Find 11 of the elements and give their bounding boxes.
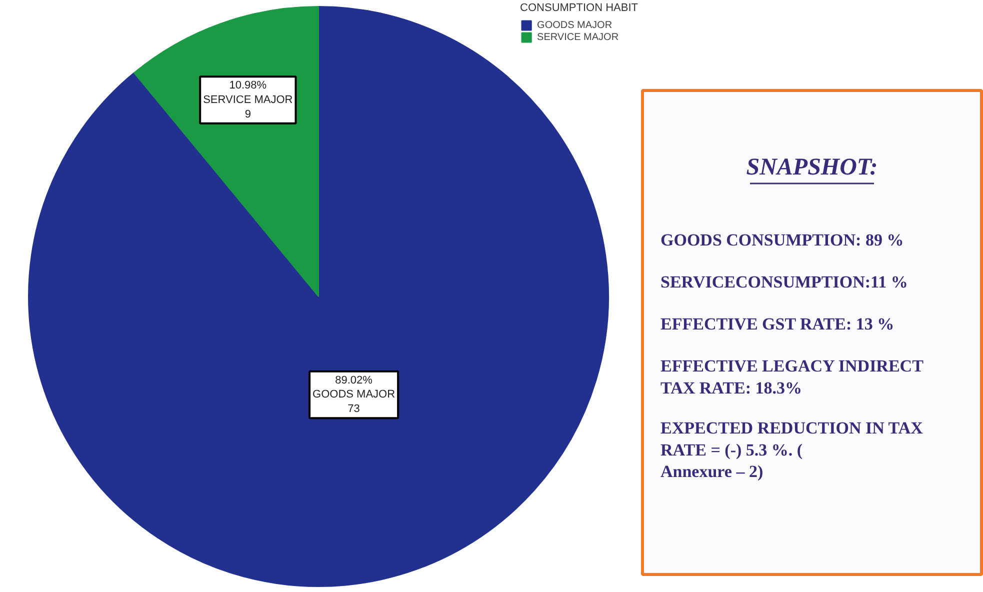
text: EFFECTIVE GST RATE: 13 % [660, 314, 894, 334]
text: GOODS CONSUMPTION: 89 % [660, 230, 904, 250]
text: EFFECTIVE LEGACY INDIRECT TAX RATE: 18.3% [660, 356, 924, 398]
text: EXPECTED REDUCTION IN TAX RATE = (-) 5.3 %. ( Annexure – 2) [660, 418, 924, 482]
text: SNAPSHOT: [746, 154, 878, 180]
text: SERVICECONSUMPTION:11 % [660, 272, 908, 292]
data-label: 89.02% GOODS MAJOR 73 [312, 374, 396, 416]
data-label: 10.98% SERVICE MAJOR 9 [203, 80, 293, 120]
legend-title: CONSUMPTION HABIT [520, 2, 638, 14]
legend-label: GOODS MAJOR [537, 19, 612, 31]
legend-label: SERVICE MAJOR [537, 31, 619, 43]
